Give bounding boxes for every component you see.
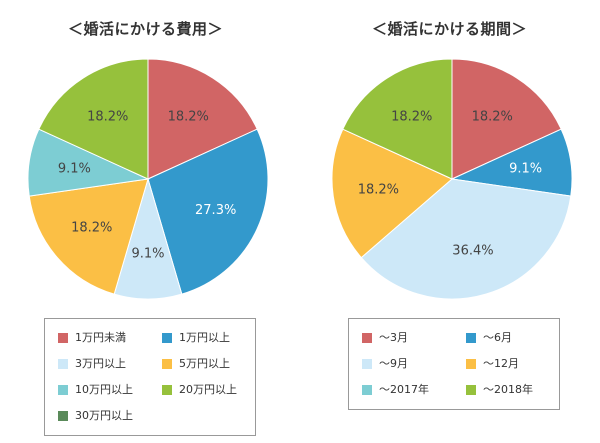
pie-slice bbox=[147, 58, 258, 180]
legend-item: 1万円未満 bbox=[58, 332, 126, 344]
chart-title-period: ＜婚活にかける期間＞ bbox=[372, 20, 528, 38]
legend-swatch bbox=[362, 359, 372, 369]
legend-item: 30万円以上 bbox=[58, 410, 133, 422]
legend-swatch bbox=[362, 385, 372, 395]
legend-item: ～2018年 bbox=[466, 384, 533, 396]
pie-slice-label: 27.3% bbox=[195, 203, 236, 218]
pie-slice bbox=[28, 178, 149, 295]
legend-item: ～2017年 bbox=[362, 384, 429, 396]
legend-label: ～2017年 bbox=[379, 383, 429, 396]
legend-swatch bbox=[466, 359, 476, 369]
legend-item: ～12月 bbox=[466, 358, 519, 370]
pie-slice bbox=[38, 58, 149, 180]
legend-swatch bbox=[162, 359, 172, 369]
legend-period: ～3月 ～6月 ～9月 ～12月 ～2017年 ～2018年 bbox=[348, 318, 560, 410]
legend-swatch bbox=[466, 333, 476, 343]
legend-label: 5万円以上 bbox=[179, 357, 230, 370]
chart-title-cost: ＜婚活にかける費用＞ bbox=[68, 20, 224, 38]
legend-item: 10万円以上 bbox=[58, 384, 133, 396]
legend-item: 1万円以上 bbox=[162, 332, 230, 344]
legend-label: 20万円以上 bbox=[179, 383, 237, 396]
legend-cost: 1万円未満 1万円以上 3万円以上 5万円以上 10万円以上 20万円以上 30… bbox=[44, 318, 256, 436]
legend-swatch bbox=[58, 359, 68, 369]
legend-label: ～9月 bbox=[379, 357, 408, 370]
legend-item: ～6月 bbox=[466, 332, 512, 344]
pie-slice-label: 9.1% bbox=[131, 246, 164, 261]
pie-slice bbox=[147, 128, 269, 295]
legend-label: 1万円以上 bbox=[179, 331, 230, 344]
legend-label: 3万円以上 bbox=[75, 357, 126, 370]
pie-slice-label: 18.2% bbox=[168, 109, 209, 124]
pie-slice bbox=[451, 58, 562, 180]
pie-slice-label: 18.2% bbox=[71, 221, 112, 236]
pie-slice-label: 36.4% bbox=[452, 243, 493, 258]
legend-label: 1万円未満 bbox=[75, 331, 126, 344]
pie-slice-label: 9.1% bbox=[58, 161, 91, 176]
legend-swatch bbox=[58, 411, 68, 421]
legend-label: 30万円以上 bbox=[75, 409, 133, 422]
legend-label: ～2018年 bbox=[483, 383, 533, 396]
legend-label: ～12月 bbox=[483, 357, 519, 370]
pie-chart-period: 18.2% 9.1% 36.4% 18.2% 18.2% bbox=[331, 58, 573, 300]
legend-item: 20万円以上 bbox=[162, 384, 237, 396]
legend-swatch bbox=[58, 385, 68, 395]
legend-swatch bbox=[466, 385, 476, 395]
pie-chart-cost: 18.2% 27.3% 9.1% 18.2% 9.1% 18.2% bbox=[27, 58, 269, 300]
legend-swatch bbox=[162, 385, 172, 395]
legend-item: ～9月 bbox=[362, 358, 408, 370]
legend-label: ～3月 bbox=[379, 331, 408, 344]
legend-item: 5万円以上 bbox=[162, 358, 230, 370]
pie-slice-label: 18.2% bbox=[358, 183, 399, 198]
legend-item: 3万円以上 bbox=[58, 358, 126, 370]
legend-label: ～6月 bbox=[483, 331, 512, 344]
pie-slice-label: 9.1% bbox=[509, 161, 542, 176]
legend-swatch bbox=[58, 333, 68, 343]
legend-label: 10万円以上 bbox=[75, 383, 133, 396]
pie-slice bbox=[360, 178, 572, 300]
legend-item: ～3月 bbox=[362, 332, 408, 344]
pie-slice-label: 18.2% bbox=[391, 109, 432, 124]
legend-swatch bbox=[362, 333, 372, 343]
pie-slice-label: 18.2% bbox=[87, 109, 128, 124]
pie-slice-label: 18.2% bbox=[472, 109, 513, 124]
pie-slice bbox=[331, 128, 453, 259]
legend-swatch bbox=[162, 333, 172, 343]
pie-slice bbox=[342, 58, 453, 180]
